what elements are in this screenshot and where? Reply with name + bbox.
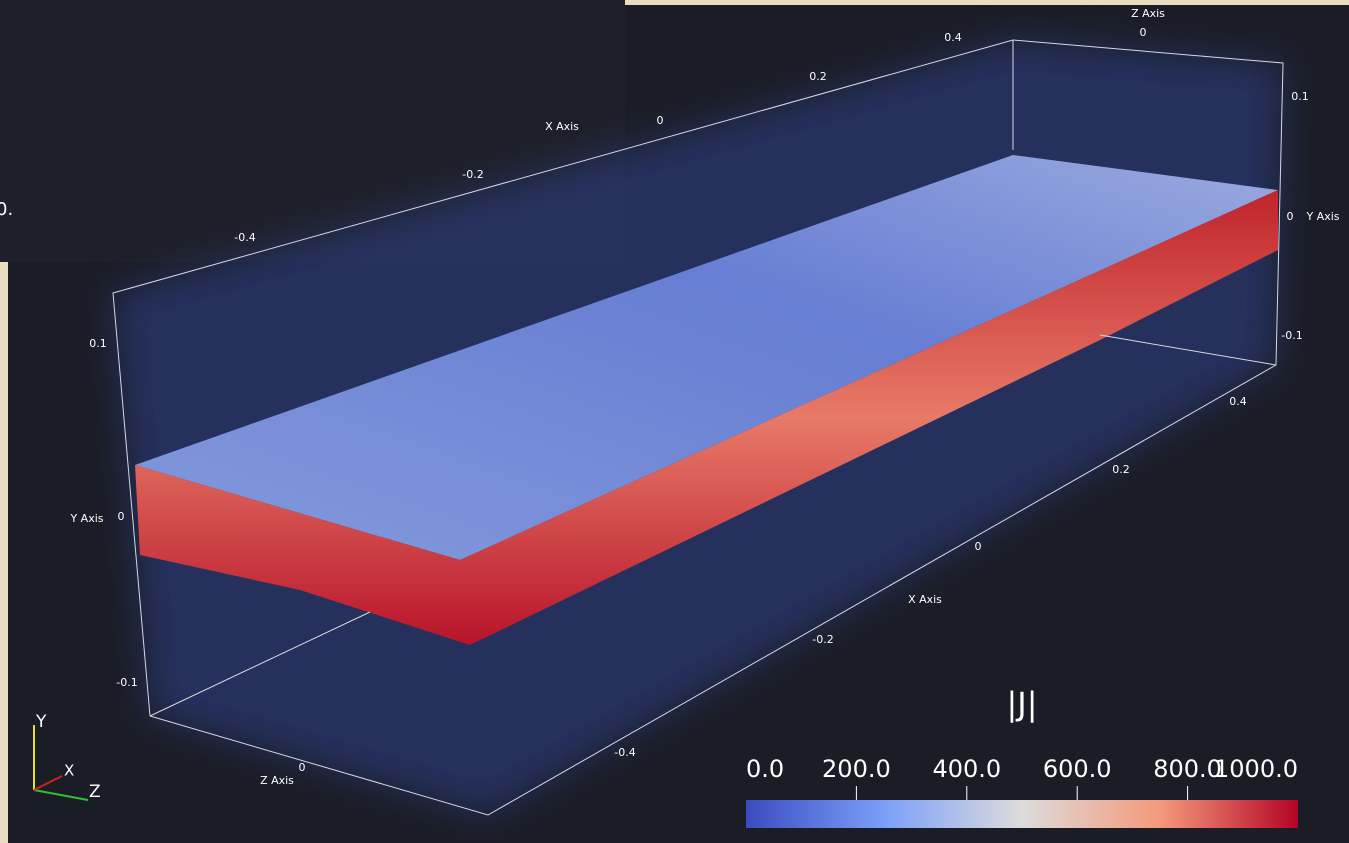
x-label: X bbox=[64, 762, 74, 780]
colorbar bbox=[746, 800, 1298, 828]
axis-tick-label: 0.4 bbox=[1229, 395, 1247, 408]
axis-title: X Axis bbox=[908, 593, 942, 606]
axis-title: Z Axis bbox=[260, 774, 294, 787]
axis-tick-label: -0.1 bbox=[116, 676, 137, 689]
axis-tick-label: -0.4 bbox=[614, 746, 635, 759]
colorbar-tick-label: 600.0 bbox=[1043, 755, 1112, 783]
volume bbox=[113, 40, 1283, 815]
axis-tick-label: 0 bbox=[657, 114, 664, 127]
colorbar-tick-label: 0.0 bbox=[746, 755, 784, 783]
axis-tick-label: -0.1 bbox=[1281, 329, 1302, 342]
axis-tick-label: 0.2 bbox=[809, 70, 827, 83]
z-label: Z bbox=[89, 782, 101, 802]
axis-tick-label: 0.1 bbox=[89, 337, 107, 350]
axis-tick-label: -0.4 bbox=[234, 231, 255, 244]
axis-tick-label: 0.4 bbox=[944, 31, 962, 44]
colorbar-title: |J| bbox=[1007, 685, 1038, 723]
overlay-text: 0. bbox=[0, 199, 13, 220]
axis-tick-label: 0 bbox=[118, 510, 125, 523]
axis-title: Y Axis bbox=[69, 512, 103, 525]
box-edge bbox=[149, 611, 371, 717]
axis-tick-label: 0.2 bbox=[1112, 463, 1130, 476]
axis-title: Z Axis bbox=[1131, 7, 1165, 20]
slab-top bbox=[135, 155, 1278, 560]
orientation-axes: Y X Z bbox=[33, 712, 101, 802]
axis-title: X Axis bbox=[545, 120, 579, 133]
window-edge bbox=[0, 262, 8, 843]
axis-tick-label: 0 bbox=[975, 540, 982, 553]
axis-tick-label: 0 bbox=[1287, 210, 1294, 223]
box-edge bbox=[112, 39, 1284, 816]
axis-tick-label: -0.2 bbox=[462, 168, 483, 181]
box-edge bbox=[1099, 334, 1277, 366]
y-label: Y bbox=[35, 712, 47, 732]
axis-tick-label: 0 bbox=[1140, 26, 1147, 39]
x-arrow bbox=[33, 775, 63, 791]
axis-tick-label: 0 bbox=[299, 761, 306, 774]
colorbar-tick-label: 400.0 bbox=[932, 755, 1001, 783]
axis-tick-label: 0.1 bbox=[1291, 90, 1309, 103]
colorbar-tick-label: 200.0 bbox=[822, 755, 891, 783]
axis-tick-label: -0.2 bbox=[812, 633, 833, 646]
z-arrow bbox=[33, 789, 89, 801]
colorbar-tick-label: 800.0 bbox=[1153, 755, 1222, 783]
axis-title: Y Axis bbox=[1305, 210, 1339, 223]
window-edge bbox=[625, 0, 1349, 5]
axes-box bbox=[112, 39, 1284, 816]
colorbar-tick-label: 1000.0 bbox=[1214, 755, 1298, 783]
